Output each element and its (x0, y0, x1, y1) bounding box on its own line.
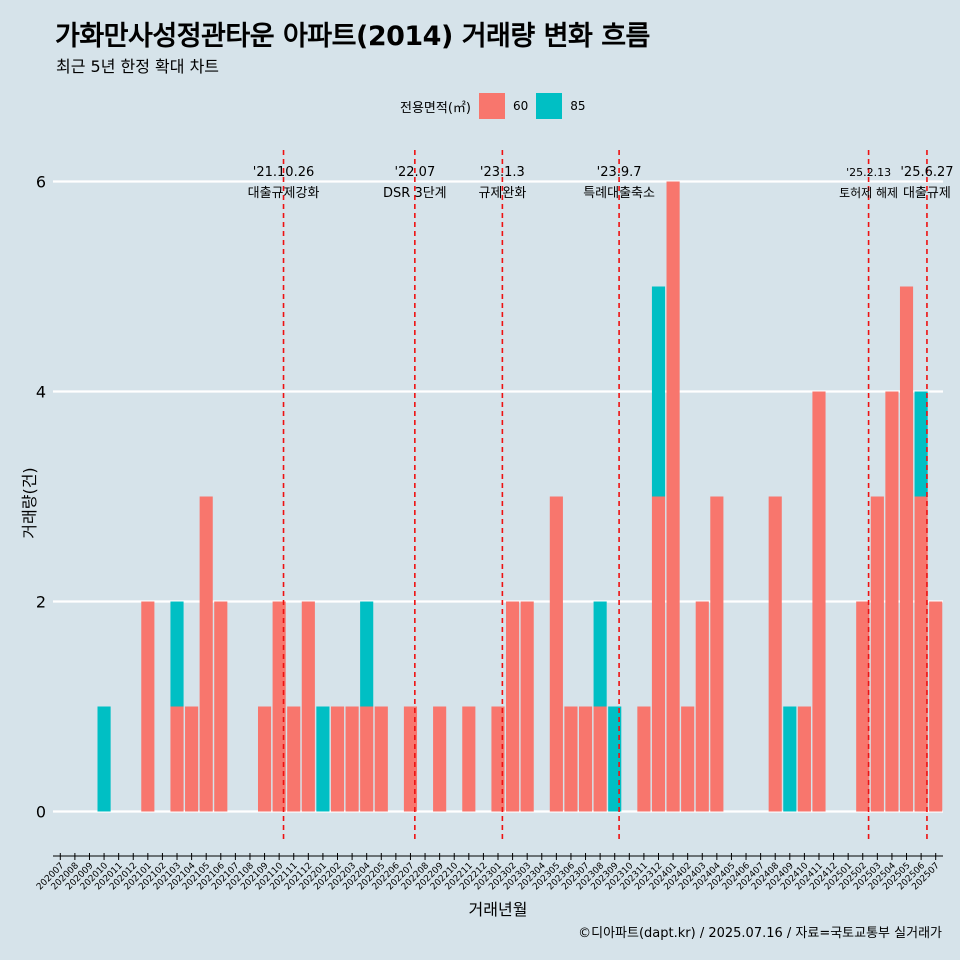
bar-85-202409 (783, 706, 797, 812)
chart-title: 가화만사성정관타운 아파트(2014) 거래량 변화 흐름 (55, 21, 650, 52)
bar-85-202204 (360, 601, 374, 707)
bar-60-202101 (141, 601, 155, 812)
bar-60-202104 (185, 706, 199, 812)
bar-85-202201 (316, 706, 330, 812)
bar-60-202211 (462, 706, 476, 812)
bar-60-202303 (520, 601, 534, 812)
y-tick-label: 4 (36, 383, 46, 402)
event-label: DSR 3단계 (383, 186, 447, 201)
y-tick-label: 6 (36, 173, 46, 192)
bar-60-202110 (272, 601, 286, 812)
bar-60-202410 (797, 706, 811, 812)
event-date: '25.2.13 (846, 166, 891, 179)
bar-60-202308 (593, 706, 607, 812)
bar-60-202305 (549, 496, 563, 812)
bar-85-202309 (608, 706, 622, 812)
legend-title: 전용면적(㎡) (400, 100, 471, 116)
legend: 전용면적(㎡) 60 85 (400, 92, 594, 120)
event-date: '25.6.27 (900, 165, 953, 180)
bar-60-202401 (666, 181, 680, 812)
bar-60-202504 (885, 391, 899, 812)
bar-60-202202 (330, 706, 345, 812)
bar-60-202209 (433, 706, 447, 812)
event-label: 특례대출축소 (583, 186, 655, 201)
event-date: '23.9.7 (597, 165, 642, 180)
event-label: 규제완화 (478, 186, 526, 201)
bar-60-202307 (578, 706, 593, 812)
event-label: 토허제 해제 (839, 186, 898, 200)
x-axis-label: 거래년월 (468, 900, 528, 919)
bar-60-202109 (257, 706, 272, 812)
bar-60-202311 (637, 706, 651, 812)
bar-60-202301 (491, 706, 505, 812)
event-date: '23.1.3 (480, 165, 525, 180)
bar-85-202010 (97, 706, 111, 812)
bar-60-202106 (214, 601, 228, 812)
bar-60-202205 (374, 706, 388, 812)
bar-60-202207 (403, 706, 418, 812)
bar-60-202408 (768, 496, 782, 812)
bar-60-202306 (564, 706, 578, 812)
event-label: 대출규제강화 (248, 186, 320, 201)
bar-60-202111 (287, 706, 301, 812)
bar-60-202105 (199, 496, 213, 812)
bar-60-202505 (899, 286, 914, 812)
bar-60-202411 (812, 391, 826, 812)
bar-60-202312 (651, 496, 666, 812)
event-date: '22.07 (394, 165, 435, 180)
chart-subtitle: 최근 5년 한정 확대 차트 (56, 57, 220, 76)
bar-60-202404 (710, 496, 724, 812)
bar-60-202403 (695, 601, 709, 812)
event-date: '21.10.26 (253, 165, 314, 180)
bar-60-202103 (170, 706, 184, 812)
bar-60-202502 (856, 601, 870, 812)
source-caption: ©디아파트(dapt.kr) / 2025.07.16 / 자료=국토교통부 실… (578, 926, 942, 941)
bar-85-202506 (914, 391, 928, 497)
legend-label-85: 85 (570, 99, 586, 113)
bar-60-202302 (506, 601, 520, 812)
y-tick-label: 2 (36, 593, 46, 612)
bar-60-202506 (914, 496, 928, 812)
bar-60-202203 (345, 706, 359, 812)
legend-key-60 (478, 93, 505, 119)
y-axis-label: 거래량(건) (20, 467, 39, 539)
event-label: 대출규제 (903, 186, 951, 201)
legend-key-85 (536, 93, 563, 119)
bar-60-202503 (870, 496, 884, 812)
bar-85-202103 (170, 601, 184, 707)
bar-60-202204 (360, 706, 374, 812)
legend-label-60: 60 (512, 99, 529, 113)
bar-60-202507 (929, 601, 943, 812)
y-tick-label: 0 (36, 803, 46, 822)
bar-60-202112 (301, 601, 315, 812)
bar-60-202402 (681, 706, 695, 812)
bar-85-202308 (593, 601, 607, 707)
bar-85-202312 (651, 286, 666, 497)
